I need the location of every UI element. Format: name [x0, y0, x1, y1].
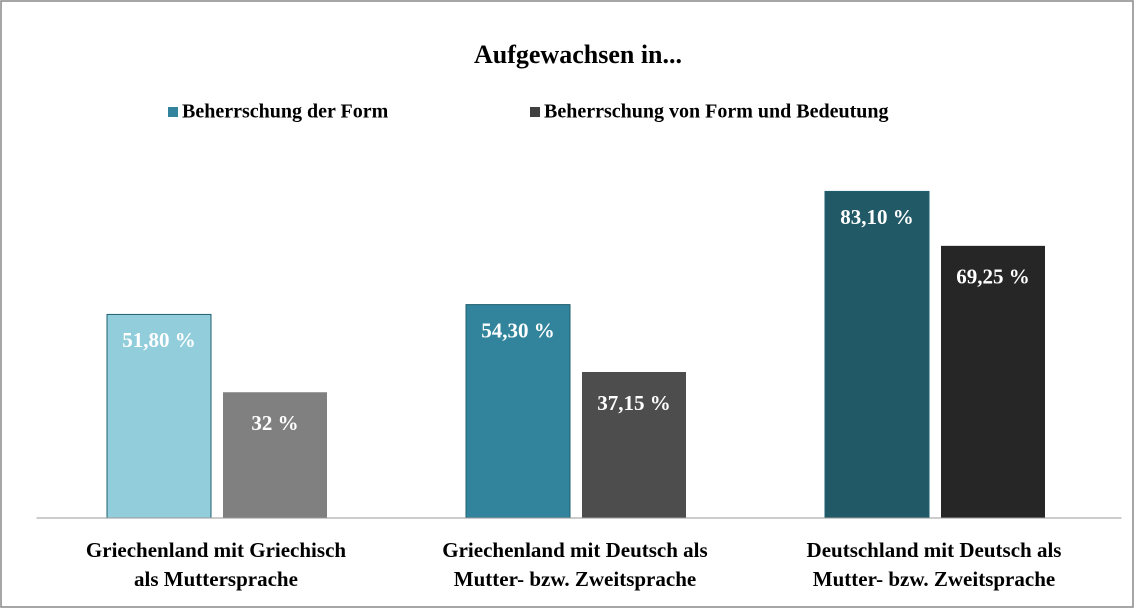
x-tick-label: Deutschland mit Deutsch als — [807, 538, 1062, 562]
data-label: 83,10 % — [840, 205, 914, 229]
legend-label: Beherrschung von Form und Bedeutung — [544, 101, 889, 123]
data-label: 51,80 % — [122, 328, 196, 352]
legend-swatch — [530, 107, 540, 117]
bar — [941, 245, 1045, 518]
chart-title: Aufgewachsen in... — [474, 40, 682, 69]
data-label: 32 % — [251, 411, 298, 435]
x-tick-label: als Muttersprache — [134, 567, 298, 591]
bar — [824, 190, 930, 519]
legend-label: Beherrschung der Form — [182, 101, 389, 123]
data-label: 54,30 % — [481, 318, 555, 342]
bar — [465, 304, 571, 519]
bar — [223, 392, 327, 518]
legend-swatch — [168, 107, 178, 117]
data-label: 69,25 % — [956, 265, 1030, 289]
x-tick-label: Mutter- bzw. Zweitsprache — [454, 567, 696, 591]
bar — [106, 313, 212, 519]
x-tick-label: Griechenland mit Deutsch als — [442, 538, 707, 562]
x-tick-label: Mutter- bzw. Zweitsprache — [813, 567, 1055, 591]
data-label: 37,15 % — [597, 391, 671, 415]
x-tick-label: Griechenland mit Griechisch — [86, 538, 346, 562]
bar — [582, 372, 686, 518]
